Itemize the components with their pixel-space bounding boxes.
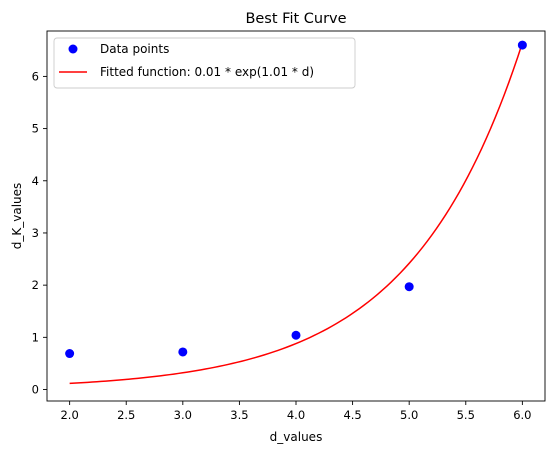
y-tick-label: 1 — [32, 330, 39, 344]
plot-frame — [46, 30, 546, 402]
x-tick-label: 5.5 — [457, 408, 475, 422]
x-tick-label: 3.0 — [174, 408, 192, 422]
legend: Data points Fitted function: 0.01 * exp(… — [53, 37, 356, 89]
fitted-curve-line — [69, 42, 524, 385]
plot-marks — [65, 40, 527, 385]
legend-scatter-marker — [68, 44, 78, 54]
data-point — [291, 330, 301, 340]
data-point — [404, 282, 414, 292]
x-tick-label: 6.0 — [513, 408, 531, 422]
x-tick-label: 3.5 — [230, 408, 248, 422]
x-tick-label: 4.0 — [287, 408, 305, 422]
legend-box — [53, 37, 356, 89]
y-tick-label: 3 — [32, 226, 39, 240]
x-tick-label: 2.0 — [60, 408, 78, 422]
data-point — [517, 40, 527, 50]
x-tick-label: 4.5 — [343, 408, 361, 422]
y-tick-label: 2 — [32, 278, 39, 292]
y-tick-label: 0 — [32, 383, 39, 397]
y-axis-label: d_K_values — [10, 183, 24, 250]
legend-label-data-points: Data points — [100, 42, 169, 56]
x-axis-label: d_values — [270, 430, 323, 444]
chart-title: Best Fit Curve — [245, 11, 346, 27]
y-tick-label: 4 — [32, 174, 39, 188]
data-point — [178, 347, 188, 357]
data-point — [65, 349, 75, 359]
axis-ticks: 2.0 2.5 3.0 3.5 4.0 4.5 5.0 5.5 6.0 0 1 2 3 4 5 6 — [32, 69, 532, 422]
x-tick-label: 2.5 — [117, 408, 135, 422]
legend-label-fitted-function: Fitted function: 0.01 * exp(1.01 * d) — [100, 65, 314, 79]
y-tick-label: 6 — [32, 69, 39, 83]
x-tick-label: 5.0 — [400, 408, 418, 422]
y-tick-label: 5 — [32, 122, 39, 136]
